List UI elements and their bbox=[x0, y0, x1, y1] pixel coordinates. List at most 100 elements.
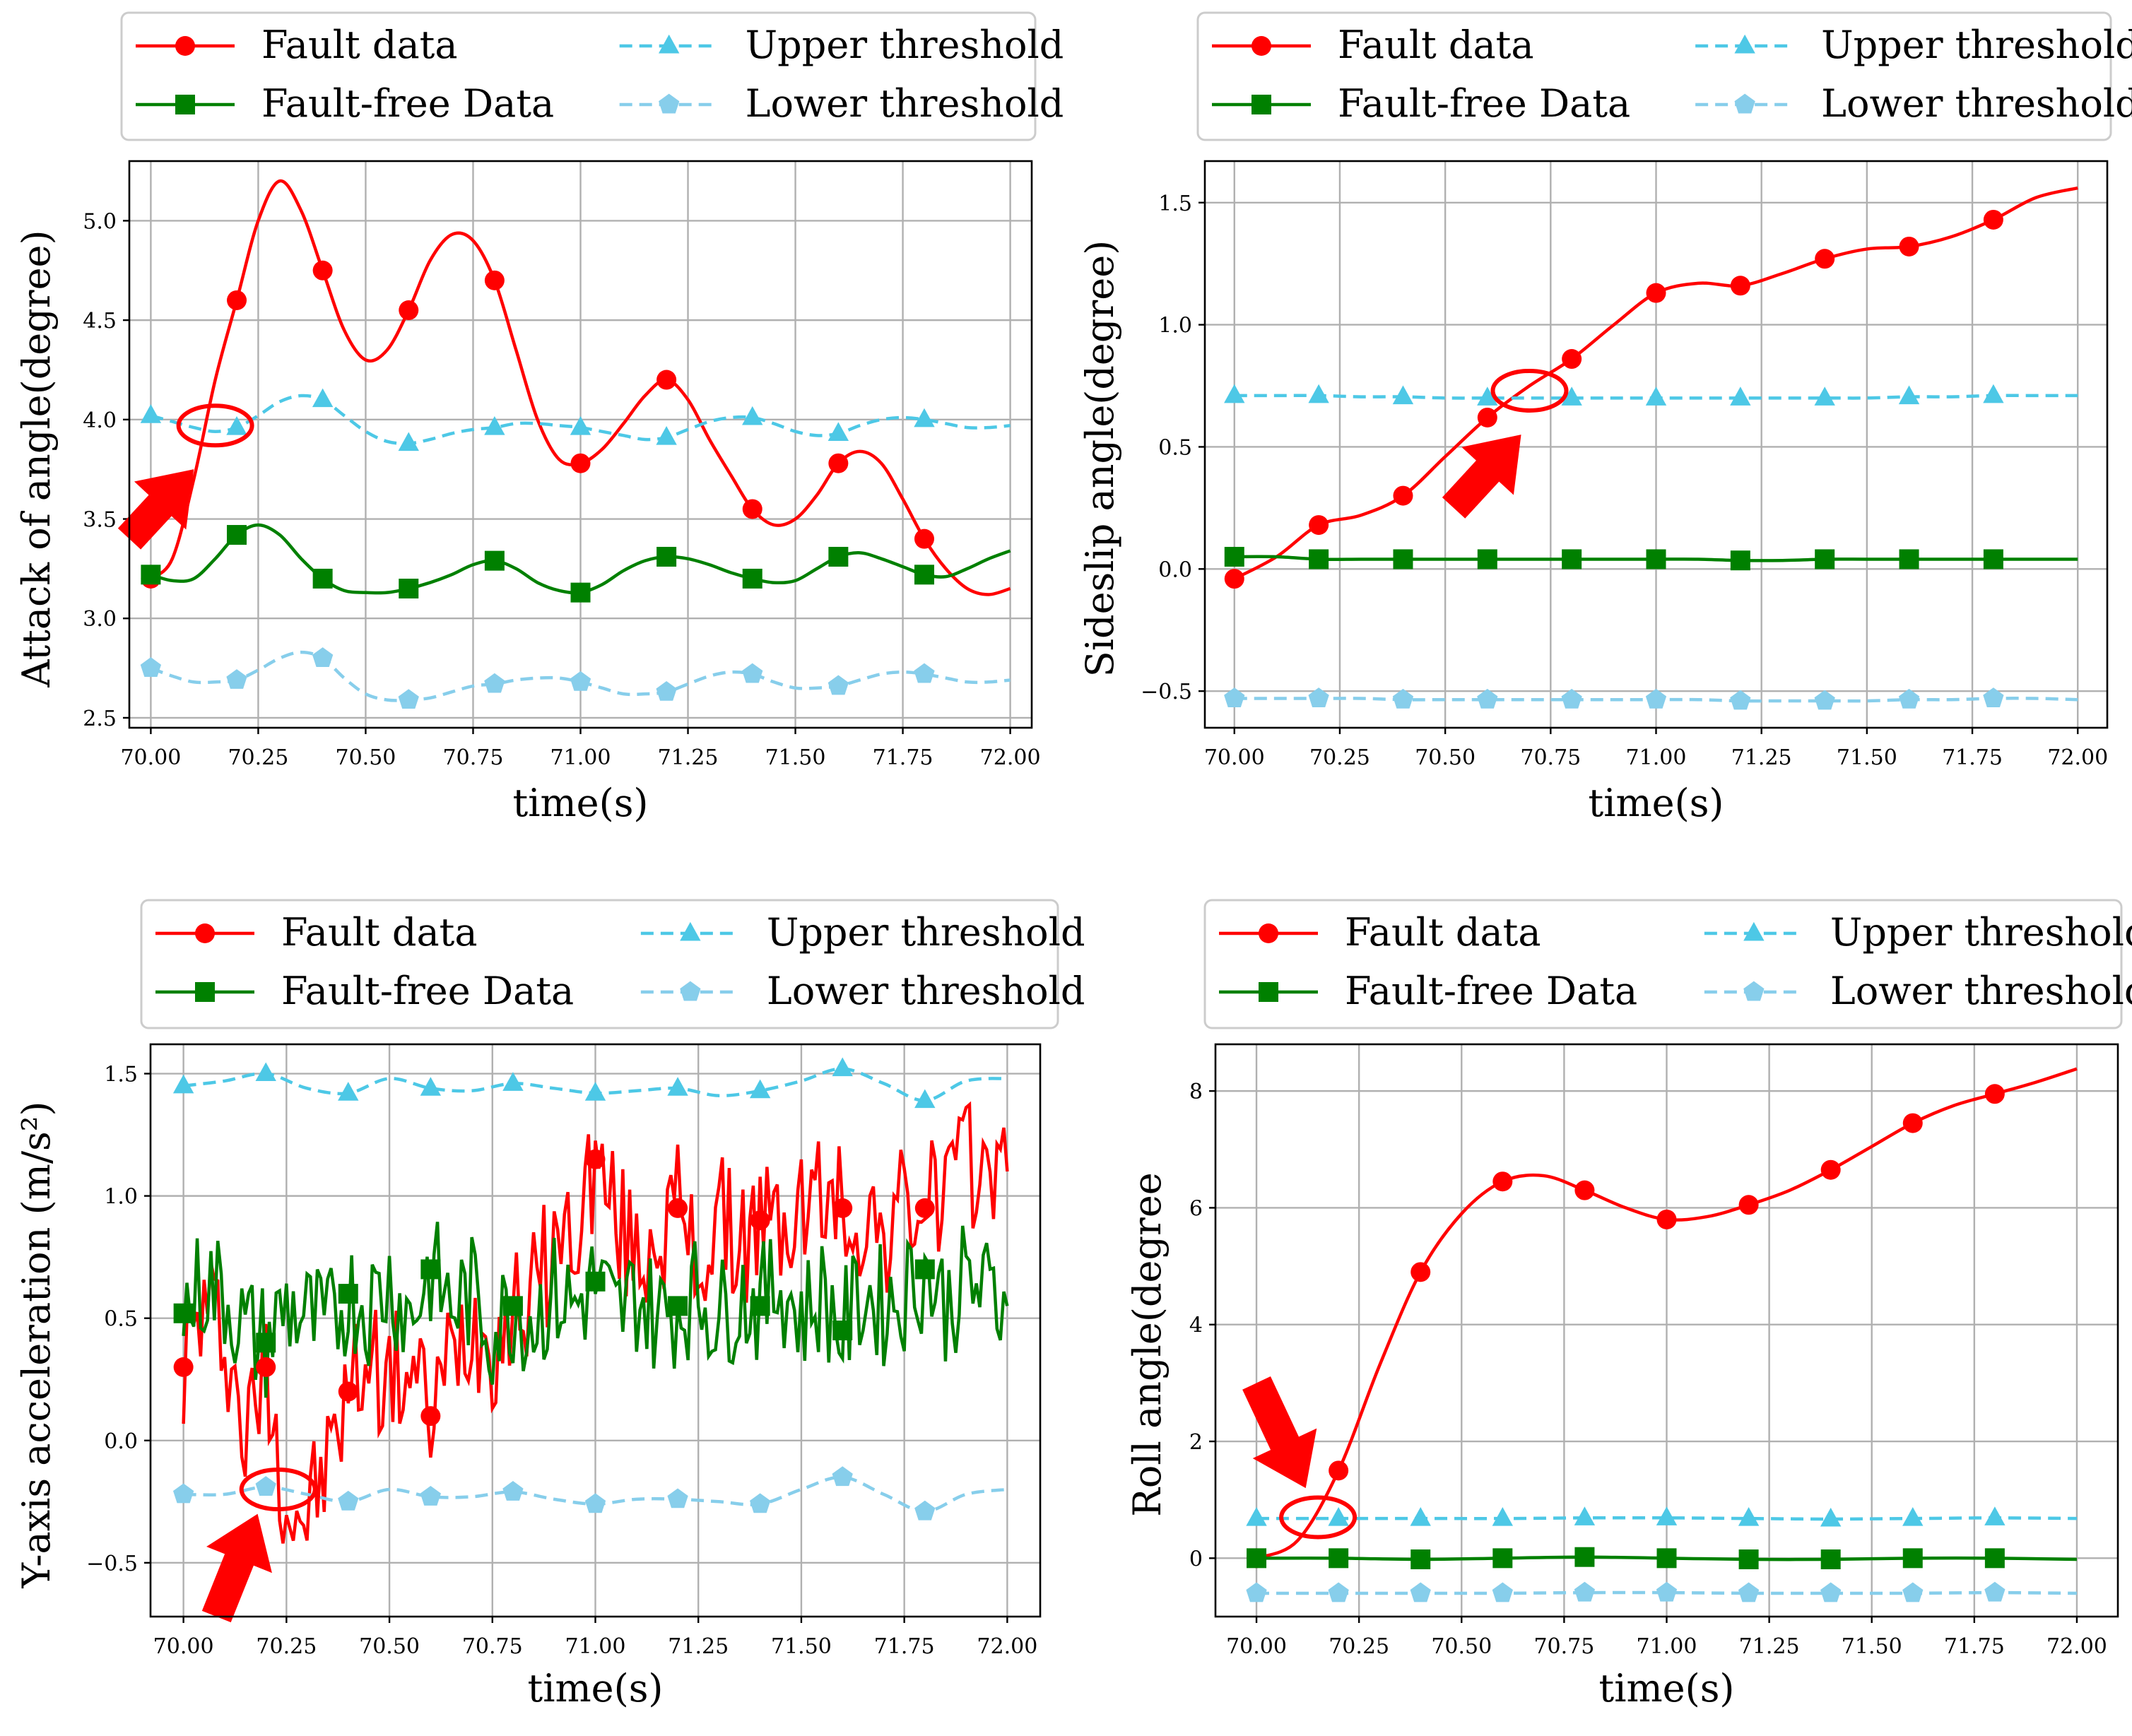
series-markers bbox=[1246, 1581, 2006, 1602]
y-tick-label: 0.0 bbox=[1158, 557, 1192, 582]
gridlines bbox=[1205, 161, 2107, 728]
data-point bbox=[828, 453, 849, 473]
y-tick-label: 3.0 bbox=[83, 607, 117, 632]
data-point bbox=[584, 1493, 606, 1513]
y-tick-label: 8 bbox=[1189, 1080, 1203, 1104]
legend-swatch-marker bbox=[175, 36, 195, 56]
series-markers bbox=[1247, 1547, 2005, 1569]
legend-box bbox=[1196, 11, 2112, 141]
y-tick-label: 0.5 bbox=[1158, 435, 1192, 460]
y-tick-label: −0.5 bbox=[86, 1552, 138, 1576]
data-point bbox=[667, 1077, 688, 1096]
data-point bbox=[1646, 283, 1666, 303]
data-point bbox=[1309, 549, 1329, 569]
data-point bbox=[1392, 688, 1414, 709]
x-tick-label: 71.00 bbox=[1637, 1634, 1697, 1659]
data-point bbox=[338, 1490, 359, 1511]
series-markers bbox=[173, 1259, 935, 1353]
data-point bbox=[1329, 1548, 1349, 1569]
data-point bbox=[1561, 386, 1582, 406]
legend-label: Fault data bbox=[281, 910, 478, 955]
legend-box bbox=[120, 11, 1037, 141]
y-axis-label: Attack of angle(degree) bbox=[14, 230, 59, 687]
data-point bbox=[420, 1485, 441, 1506]
fault-arrow bbox=[201, 1513, 272, 1623]
x-tick-label: 71.75 bbox=[1944, 1634, 2005, 1659]
data-point bbox=[173, 1303, 194, 1323]
data-point bbox=[570, 453, 591, 473]
series-line-fault-data bbox=[182, 1101, 1009, 1544]
data-point bbox=[255, 1062, 276, 1082]
data-point bbox=[1562, 549, 1582, 569]
data-point bbox=[1410, 1507, 1431, 1526]
x-tick-label: 72.00 bbox=[2047, 745, 2108, 770]
legend-label: Fault-free Data bbox=[1345, 969, 1637, 1013]
legend-swatch-marker bbox=[658, 34, 680, 54]
data-point bbox=[1477, 386, 1498, 406]
legend-label: Fault data bbox=[261, 23, 458, 67]
y-tick-label: 5.0 bbox=[83, 209, 117, 234]
data-point bbox=[1574, 1180, 1595, 1200]
data-point bbox=[914, 663, 935, 683]
series-markers bbox=[172, 1466, 936, 1521]
data-point bbox=[1814, 690, 1835, 710]
legend: Fault data Fault-free Data Upper threshold… bbox=[1196, 11, 2132, 141]
data-point bbox=[832, 1198, 853, 1218]
data-point bbox=[1983, 687, 2004, 707]
data-point bbox=[1820, 1549, 1841, 1569]
y-tick-label: 4.0 bbox=[83, 408, 117, 433]
x-tick-label: 72.00 bbox=[977, 1634, 1037, 1659]
data-point bbox=[656, 426, 677, 445]
data-point bbox=[832, 1321, 853, 1340]
legend-swatch-marker bbox=[195, 982, 215, 1002]
fault-arrow bbox=[1442, 435, 1521, 519]
data-point bbox=[1329, 1460, 1349, 1481]
data-point bbox=[256, 1357, 276, 1377]
data-point bbox=[172, 1074, 194, 1094]
legend-label: Upper threshold bbox=[767, 910, 1085, 955]
data-point bbox=[656, 546, 677, 567]
legend: Fault data Fault-free Data Upper threshold… bbox=[140, 899, 1085, 1029]
data-point bbox=[1983, 549, 2003, 569]
data-point bbox=[1730, 386, 1751, 406]
y-tick-label: 4 bbox=[1189, 1313, 1203, 1338]
x-tick-label: 70.50 bbox=[359, 1634, 420, 1659]
x-tick-label: 70.25 bbox=[1309, 745, 1370, 770]
data-point bbox=[1899, 236, 1919, 256]
plot-frame bbox=[128, 160, 1033, 729]
y-tick-label: 0.5 bbox=[104, 1307, 138, 1332]
data-point bbox=[828, 422, 849, 442]
data-point bbox=[1738, 1582, 1760, 1602]
legend-label: Lower threshold bbox=[767, 969, 1085, 1013]
y-tick-label: 2.5 bbox=[83, 707, 117, 731]
x-tick-label: 71.00 bbox=[550, 745, 611, 770]
data-point bbox=[312, 647, 334, 667]
plot-frame bbox=[1203, 160, 2109, 729]
data-point bbox=[420, 1406, 441, 1427]
legend-label: Lower threshold bbox=[746, 81, 1064, 126]
data-point bbox=[1492, 1582, 1513, 1602]
data-point bbox=[656, 680, 677, 701]
legend-label: Fault data bbox=[1345, 910, 1541, 955]
x-tick-label: 71.75 bbox=[874, 1634, 935, 1659]
legend-swatch-marker bbox=[659, 93, 680, 114]
data-point bbox=[1814, 386, 1835, 406]
x-tick-label: 70.25 bbox=[228, 745, 288, 770]
data-point bbox=[227, 290, 247, 310]
series-markers bbox=[141, 260, 934, 589]
data-point bbox=[668, 1198, 688, 1218]
series-markers bbox=[1224, 687, 2004, 710]
data-point bbox=[484, 550, 505, 571]
x-tick-label: 70.25 bbox=[1329, 1634, 1389, 1659]
fault-arrow bbox=[117, 469, 194, 550]
data-point bbox=[1738, 1549, 1759, 1569]
x-tick-label: 71.50 bbox=[1842, 1634, 1902, 1659]
data-point bbox=[1410, 1582, 1431, 1602]
data-point bbox=[420, 1077, 442, 1096]
data-point bbox=[1984, 1548, 2005, 1569]
data-point bbox=[1646, 549, 1666, 569]
chart-panel-4: 70.00 70.25 70.50 70.75 71.00 71.25 71.50 71.75… bbox=[1125, 899, 2132, 1711]
x-tick-label: 70.50 bbox=[1415, 745, 1476, 770]
data-point bbox=[656, 370, 677, 390]
y-tick-label: 1.5 bbox=[1158, 191, 1192, 216]
